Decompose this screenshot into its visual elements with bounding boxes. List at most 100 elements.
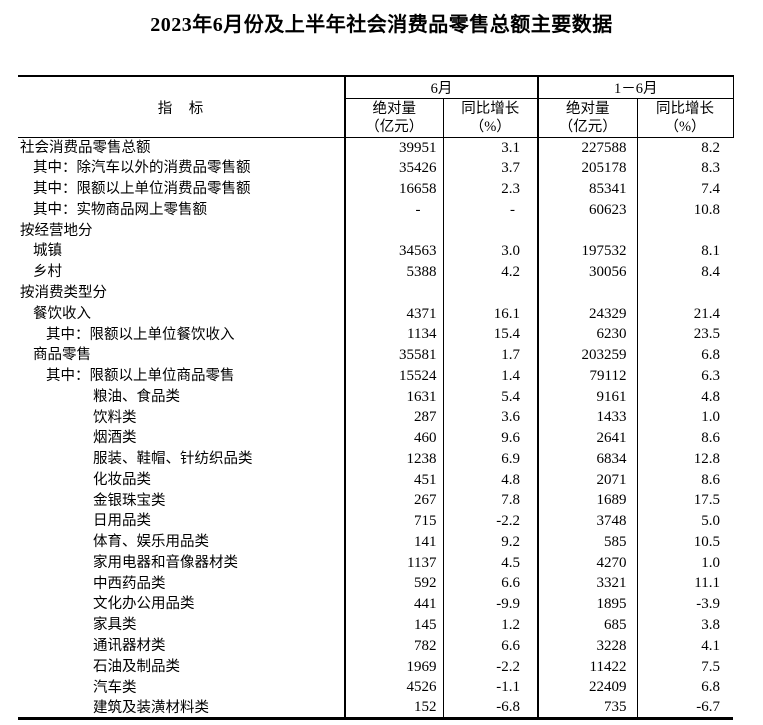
value-cell: 1.4 (443, 365, 539, 387)
value-cell: 8.4 (701, 263, 720, 280)
value-cell: 3.7 (443, 158, 539, 180)
value-cell: 7.4 (701, 180, 720, 197)
value-cell: -6.8 (443, 698, 539, 719)
value-cell: 1137 (345, 552, 444, 574)
value-cell (538, 282, 638, 304)
value-cell: 8.1 (701, 243, 720, 260)
value-cell: 15.4 (443, 324, 539, 346)
indicator-cell: 其中：限额以上单位消费品零售额 (18, 179, 346, 200)
table-row: 家具类 145 1.2 685 3.8 (18, 615, 733, 636)
value-cell: 85341 (538, 179, 638, 200)
value-cell: 34563 (345, 241, 444, 263)
value-cell (345, 220, 444, 242)
table-row: 文化办公用品类 441 -9.9 1895 -3.9 (18, 594, 733, 616)
col-header-june: 6月 (345, 76, 539, 99)
value-cell: 1.2 (443, 615, 539, 636)
value-cell (538, 220, 638, 242)
value-cell: 4.5 (443, 552, 539, 574)
value-cell: 6.6 (443, 573, 539, 595)
absolute-label: 绝对量 (372, 101, 417, 117)
table-row: 化妆品类 451 4.8 2071 8.6 (18, 469, 733, 491)
yoy-label: 同比增长 (461, 101, 520, 117)
value-cell: 6834 (538, 448, 638, 470)
value-cell (443, 220, 539, 242)
value-cell: 3.6 (443, 407, 539, 429)
value-cell: 1631 (345, 386, 444, 408)
value-cell (443, 282, 539, 304)
table-row: 中西药品类 592 6.6 3321 11.1 (18, 573, 733, 595)
value-cell: 15524 (345, 365, 444, 387)
value-cell: -3.9 (696, 596, 720, 613)
col-header-half-year: 1－6月 (538, 76, 734, 99)
value-cell: 9161 (538, 386, 638, 408)
value-cell: 4.8 (443, 469, 539, 491)
table-row: 商品零售 35581 1.7 203259 6.8 (18, 345, 733, 366)
value-cell: 1433 (538, 407, 638, 429)
table-row: 金银珠宝类 267 7.8 1689 17.5 (18, 490, 733, 512)
indicator-cell: 中西药品类 (18, 573, 346, 595)
value-cell: 39951 (345, 137, 444, 159)
value-cell: 12.8 (693, 450, 720, 467)
table-row: 烟酒类 460 9.6 2641 8.6 (18, 428, 733, 449)
indicator-cell: 金银珠宝类 (18, 490, 346, 512)
value-cell: 460 (345, 428, 444, 449)
value-cell: 60623 (538, 199, 638, 221)
indicator-cell: 饮料类 (18, 407, 346, 429)
yoy-unit: （%） (664, 119, 706, 135)
absolute-label: 绝对量 (566, 101, 610, 117)
value-cell: 715 (345, 511, 444, 533)
indicator-cell: 通讯器材类 (18, 635, 346, 657)
indicator-cell: 按经营地分 (18, 220, 346, 242)
table-row: 日用品类 715 -2.2 3748 5.0 (18, 511, 733, 533)
value-cell: -2.2 (443, 511, 539, 533)
value-cell: 735 (538, 698, 638, 719)
value-cell: 4.2 (443, 262, 539, 283)
value-cell: 7.5 (701, 658, 720, 675)
value-cell (637, 221, 733, 242)
col-header-june-yoy: 同比增长 （%） (443, 98, 539, 138)
absolute-unit: （亿元） (558, 119, 617, 135)
value-cell: 3321 (538, 573, 638, 595)
value-cell: 11.1 (694, 575, 720, 592)
value-cell (637, 283, 733, 304)
value-cell: 141 (345, 532, 444, 553)
value-cell: 227588 (538, 137, 638, 159)
value-cell: -9.9 (443, 594, 539, 616)
value-cell: 4.8 (701, 388, 720, 405)
value-cell: 1134 (345, 324, 444, 346)
table-row: 其中：限额以上单位消费品零售额 16658 2.3 85341 7.4 (18, 179, 733, 200)
table-row: 建筑及装潢材料类 152 -6.8 735 -6.7 (18, 698, 733, 719)
value-cell: 451 (345, 469, 444, 491)
value-cell: 1238 (345, 448, 444, 470)
indicator-cell: 化妆品类 (18, 469, 346, 491)
value-cell: 197532 (538, 241, 638, 263)
value-cell: 10.8 (693, 201, 720, 218)
indicator-cell: 其中：除汽车以外的消费品零售额 (18, 158, 346, 180)
value-cell: 145 (345, 615, 444, 636)
value-cell: 1969 (345, 656, 444, 678)
value-cell: 3.0 (443, 241, 539, 263)
retail-sales-table: 指 标 6月 1－6月 绝对量 （亿元） 同比增长 （%） 绝对量 （亿元） (18, 75, 734, 721)
value-cell: - (443, 199, 539, 221)
value-cell: 11422 (538, 656, 638, 678)
value-cell: - (345, 199, 444, 221)
value-cell: 5388 (345, 262, 444, 283)
table-row: 按消费类型分 (18, 282, 733, 304)
value-cell: 685 (538, 615, 638, 636)
value-cell: 5.0 (701, 513, 720, 530)
indicator-cell: 社会消费品零售总额 (18, 137, 346, 159)
value-cell: 9.2 (443, 532, 539, 553)
value-cell: 6.9 (443, 448, 539, 470)
table-header: 指 标 6月 1－6月 绝对量 （亿元） 同比增长 （%） 绝对量 （亿元） (18, 76, 734, 138)
value-cell: -6.7 (696, 699, 720, 716)
indicator-cell: 汽车类 (18, 677, 346, 699)
value-cell: 1689 (538, 490, 638, 512)
value-cell: 3748 (538, 511, 638, 533)
value-cell: 287 (345, 407, 444, 429)
value-cell: 4371 (345, 303, 444, 325)
value-cell: 1.0 (701, 554, 720, 571)
value-cell: 30056 (538, 262, 638, 283)
value-cell: 267 (345, 490, 444, 512)
indicator-cell: 其中：限额以上单位餐饮收入 (18, 324, 346, 346)
value-cell: 17.5 (693, 492, 720, 509)
